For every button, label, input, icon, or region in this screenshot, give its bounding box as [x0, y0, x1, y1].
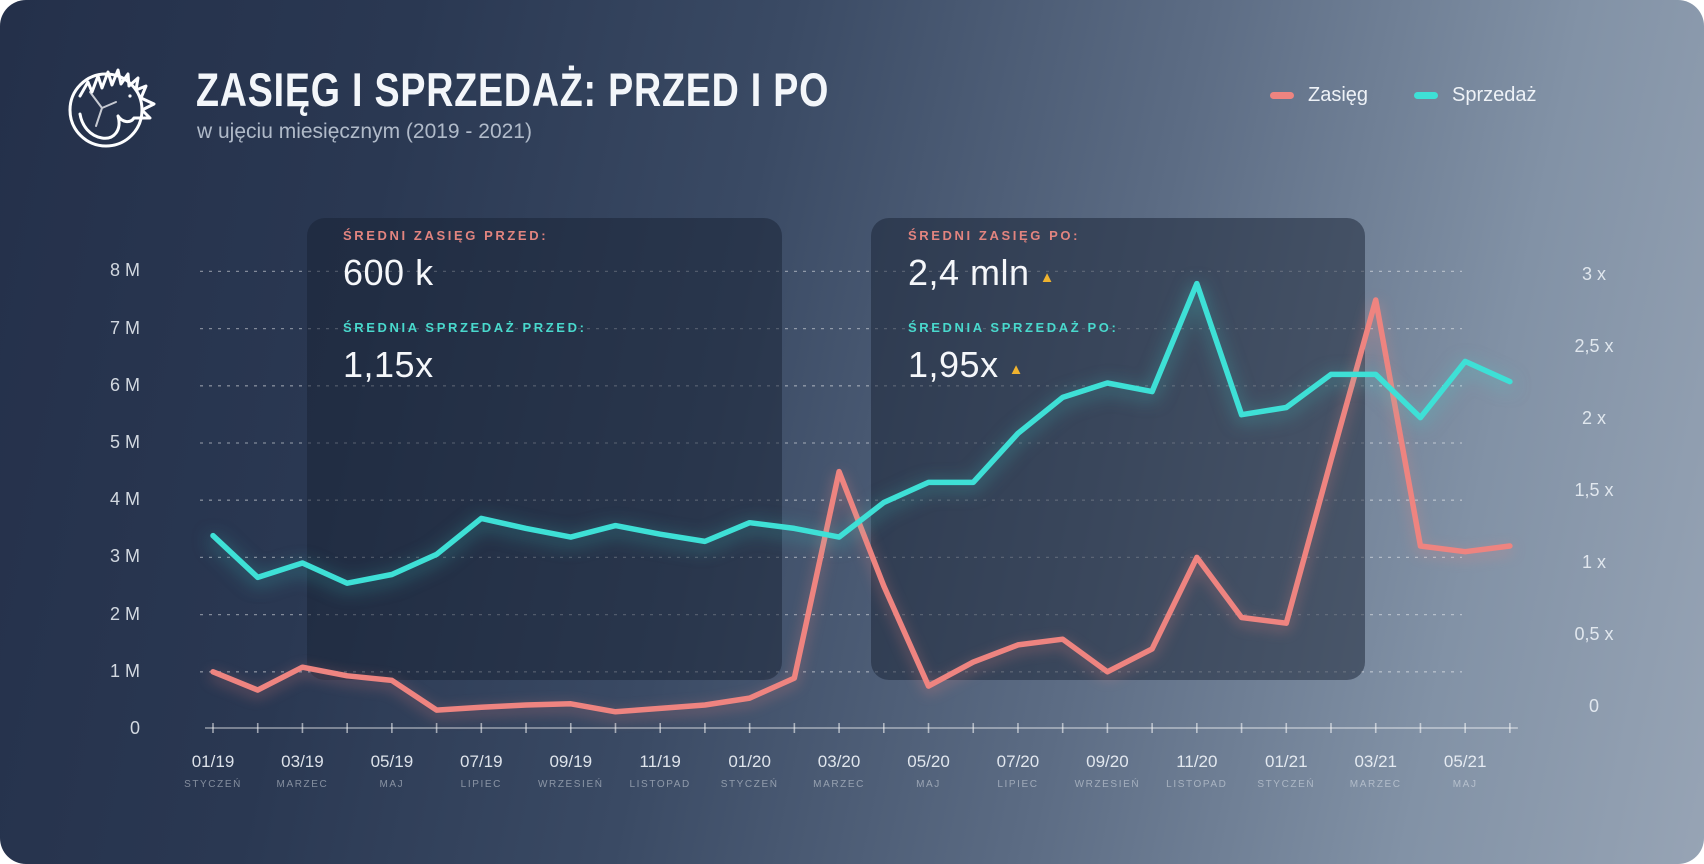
x-axis-sublabel: STYCZEŃ: [720, 779, 779, 790]
after-panel: [871, 218, 1365, 680]
avg-reach-before-label: ŚREDNI ZASIĘG PRZED:: [343, 228, 549, 243]
trend-up-icon: ▲: [1008, 361, 1024, 378]
x-axis-sublabel: LIPIEC: [997, 779, 1039, 790]
page-title: ZASIĘG I SPRZEDAŻ: PRZED I PO: [196, 63, 830, 116]
x-axis-label: 05/19: [370, 752, 414, 771]
x-axis-sublabel: MAJ: [916, 779, 941, 790]
before-panel: [307, 218, 782, 680]
x-axis-sublabel: WRZESIEŃ: [537, 779, 604, 790]
x-axis-label: 03/20: [817, 752, 861, 771]
left-axis-label: 1 M: [109, 660, 140, 681]
left-axis-label: 3 M: [109, 546, 140, 567]
x-axis-label: 11/19: [639, 752, 681, 771]
right-axis-label: 2 x: [1581, 408, 1606, 428]
avg-sales-before-value: 1,15x: [343, 344, 434, 385]
avg-sales-after-value: 1,95x ▲: [908, 344, 1328, 386]
left-axis-label: 5 M: [109, 432, 140, 452]
avg-reach-after-label: ŚREDNI ZASIĘG PO:: [908, 228, 1081, 243]
x-axis-sublabel: MARZEC: [813, 779, 865, 790]
right-axis-label: 1 x: [1581, 552, 1606, 572]
x-axis-sublabel: LISTOPAD: [1166, 779, 1228, 790]
page-subtitle: w ujęciu miesięcznym (2019 - 2021): [197, 120, 532, 143]
avg-reach-after-value: 2,4 mln ▲: [908, 252, 1328, 294]
x-axis-label: 05/20: [907, 752, 950, 771]
avg-sales-after-label: ŚREDNIA SPRZEDAŻ PO:: [908, 320, 1119, 335]
avg-sales-after-number: 1,95x: [908, 344, 999, 385]
right-axis-label: 1,5 x: [1574, 480, 1614, 500]
right-axis-label: 0,5 x: [1574, 624, 1614, 644]
legend-label: Zasięg: [1308, 84, 1369, 106]
x-axis-sublabel: MARZEC: [1349, 779, 1402, 790]
left-axis-label: 0: [129, 718, 140, 738]
x-axis-sublabel: STYCZEŃ: [1257, 779, 1316, 790]
right-axis-label: 3 x: [1581, 264, 1606, 284]
x-axis-sublabel: MAJ: [1452, 779, 1478, 790]
x-axis-label: 09/19: [549, 752, 593, 771]
x-axis-sublabel: MARZEC: [276, 779, 329, 790]
x-axis-sublabel: STYCZEŃ: [184, 779, 242, 790]
x-axis-label: 01/19: [191, 752, 235, 771]
avg-sales-before-label: ŚREDNIA SPRZEDAŻ PRZED:: [343, 320, 587, 335]
chart-legend: Zasięg Sprzedaż: [1270, 84, 1537, 107]
stats-panel-before: ŚREDNI ZASIĘG PRZED: 600 k ŚREDNIA SPRZE…: [343, 228, 763, 412]
stats-panel-after: ŚREDNI ZASIĘG PO: 2,4 mln ▲ ŚREDNIA SPRZE…: [908, 228, 1328, 412]
x-axis-label: 01/20: [728, 752, 771, 771]
x-axis-label: 07/20: [996, 752, 1040, 771]
left-axis-label: 6 M: [109, 374, 140, 395]
x-axis-label: 11/20: [1176, 752, 1218, 771]
x-axis-label: 01/21: [1264, 752, 1308, 771]
x-axis-sublabel: WRZESIEŃ: [1074, 779, 1141, 790]
zasieg-line-swatch-icon: [1270, 92, 1294, 99]
left-axis-label: 8 M: [109, 260, 140, 281]
left-axis-label: 2 M: [109, 603, 140, 624]
x-axis-sublabel: LIPIEC: [460, 779, 502, 790]
x-axis-label: 03/21: [1354, 752, 1397, 771]
right-axis-label: 2,5 x: [1574, 336, 1614, 356]
x-axis-sublabel: MAJ: [379, 779, 405, 790]
x-axis-label: 03/19: [281, 752, 324, 771]
left-axis-label: 4 M: [109, 489, 140, 510]
x-axis-label: 05/21: [1443, 752, 1487, 771]
trend-up-icon: ▲: [1039, 269, 1055, 286]
legend-label: Sprzedaż: [1452, 84, 1537, 106]
avg-reach-before-value: 600 k: [343, 252, 434, 293]
x-axis-label: 09/20: [1086, 752, 1129, 771]
left-axis-label: 7 M: [109, 317, 140, 338]
sprzedaz-line: [210, 280, 1513, 586]
legend-item-zasieg[interactable]: Zasięg: [1270, 84, 1368, 107]
dragon-logo: [68, 68, 156, 148]
avg-reach-after-number: 2,4 mln: [908, 252, 1030, 293]
sprzedaz-line-swatch-icon: [1414, 92, 1439, 99]
right-axis-label: 0: [1588, 696, 1599, 716]
legend-item-sprzedaz[interactable]: Sprzedaż: [1414, 84, 1537, 107]
x-axis-sublabel: LISTOPAD: [629, 779, 691, 790]
x-axis-label: 07/19: [460, 752, 503, 771]
zasieg-line: [210, 297, 1513, 715]
